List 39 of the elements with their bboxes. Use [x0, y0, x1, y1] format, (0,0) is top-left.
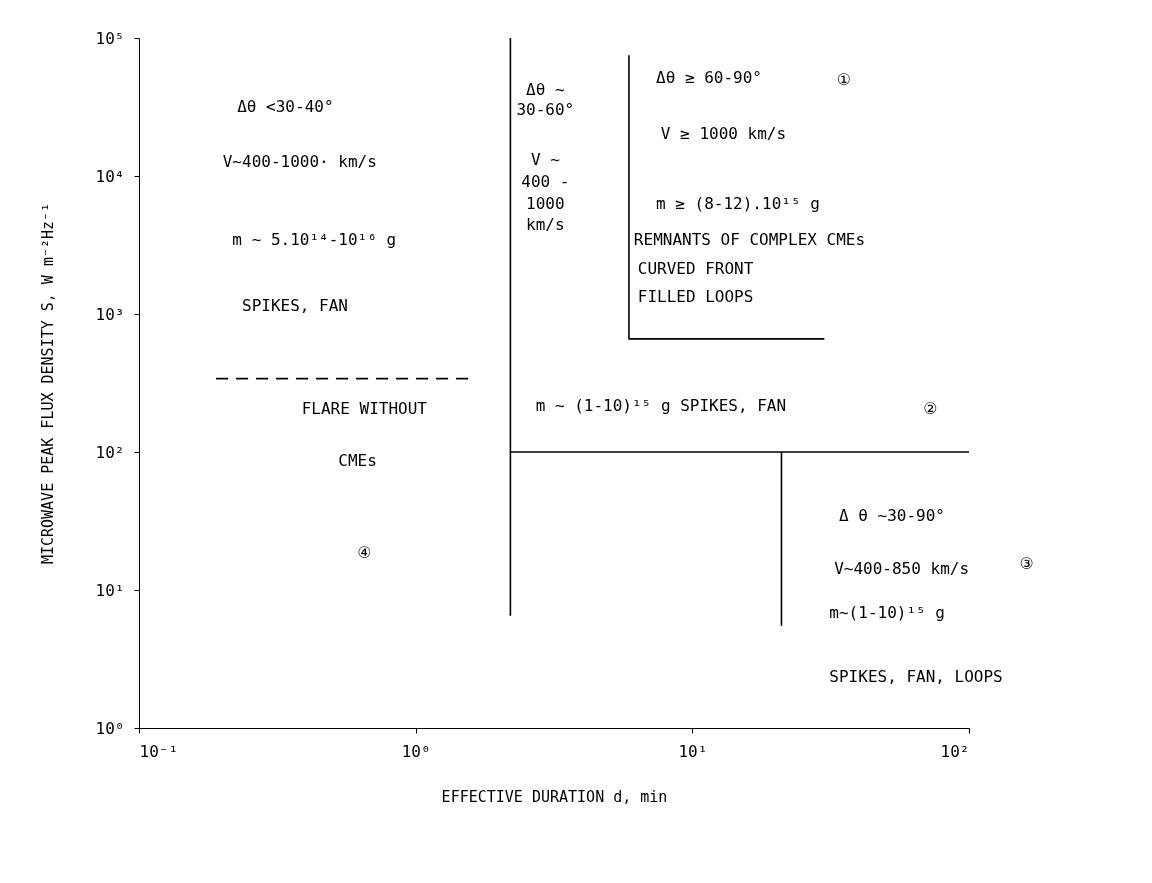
annotation: CMEs [338, 451, 377, 471]
annotation: Δθ <30-40° [237, 97, 334, 117]
annotation: ② [923, 398, 938, 418]
annotation: m ~ (1-10)¹⁵ g SPIKES, FAN [535, 395, 787, 415]
annotation: V~400-850 km/s [834, 559, 970, 579]
y-axis-title: MICROWAVE PEAK FLUX DENSITY S, W m⁻²Hz⁻¹ [38, 202, 57, 565]
annotation: Δθ ~ [526, 79, 565, 99]
y-tick-label: 10³ [95, 304, 125, 324]
text: ③ [1019, 554, 1034, 574]
y-tick-label: 10⁵ [95, 28, 125, 48]
x-tick-label: 10⁻¹ [139, 741, 179, 761]
annotation: V ~ [530, 150, 560, 170]
y-tick-label: 10⁰ [95, 718, 125, 738]
annotation: km/s [526, 214, 565, 234]
annotation: ④ [357, 542, 372, 562]
annotation: FILLED LOOPS [637, 286, 754, 306]
annotation: m ~ 5.10¹⁴-10¹⁶ g [232, 230, 397, 250]
y-tick-label: 10⁴ [95, 166, 125, 186]
annotation: FLARE WITHOUT [301, 398, 428, 418]
annotation: ① [836, 70, 851, 90]
x-tick-label: 10⁰ [401, 741, 431, 761]
annotation: 30-60° [516, 100, 575, 120]
annotation: REMNANTS OF COMPLEX CMEs [633, 230, 866, 250]
annotation: V~400-1000· km/s [222, 152, 377, 172]
annotation: SPIKES, FAN [242, 296, 348, 316]
annotation: V ≥ 1000 km/s [660, 124, 787, 144]
annotation: 400 - [521, 172, 570, 192]
x-tick-label: 10² [940, 741, 970, 761]
y-tick-label: 10² [95, 442, 125, 462]
y-tick-label: 10¹ [95, 580, 125, 600]
annotation: CURVED FRONT [637, 258, 754, 278]
annotation: m~(1-10)¹⁵ g [829, 602, 945, 622]
annotation: Δ θ ~30-90° [838, 506, 945, 526]
annotation: 1000 [526, 193, 565, 213]
annotation: m ≥ (8-12).10¹⁵ g [656, 193, 820, 213]
x-axis-title: EFFECTIVE DURATION d, min [441, 787, 668, 806]
annotation: Δθ ≥ 60-90° [656, 68, 763, 88]
x-tick-label: 10¹ [678, 741, 708, 761]
annotation: SPIKES, FAN, LOOPS [829, 667, 1003, 686]
